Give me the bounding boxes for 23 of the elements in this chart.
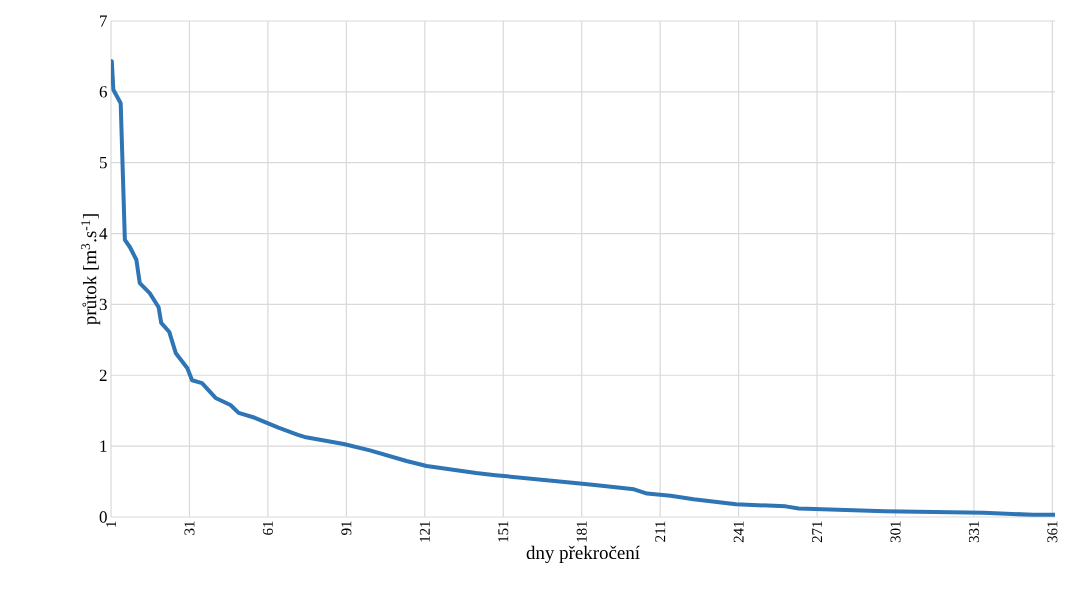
- x-tick-label: 151: [498, 521, 509, 542]
- x-tick-label: 181: [576, 521, 587, 542]
- y-tick-label: 7: [100, 15, 108, 27]
- x-tick-label: 211: [655, 521, 666, 542]
- y-tick-label: 0: [99, 511, 107, 523]
- x-tick-label: 301: [890, 521, 901, 543]
- x-tick-label: 241: [733, 521, 744, 543]
- x-tick-label: 1: [106, 521, 116, 527]
- x-tick-label: 91: [341, 521, 352, 535]
- x-tick-label: 331: [968, 521, 979, 543]
- x-tick-label: 121: [419, 521, 430, 542]
- x-tick-label: 61: [262, 521, 273, 535]
- y-tick-label: 4: [99, 227, 108, 240]
- y-tick-label: 6: [99, 86, 107, 98]
- x-axis-title: dny překročení: [526, 545, 640, 564]
- y-tick-label: 5: [100, 157, 107, 169]
- line-series: [111, 59, 1056, 517]
- y-tick-label: 2: [99, 369, 107, 381]
- y-tick-label: 3: [99, 298, 107, 311]
- y-tick-label: 1: [100, 440, 107, 452]
- x-tick-label: 271: [812, 521, 822, 543]
- x-tick-label: 361: [1047, 521, 1058, 543]
- x-tick-label: 31: [184, 521, 195, 535]
